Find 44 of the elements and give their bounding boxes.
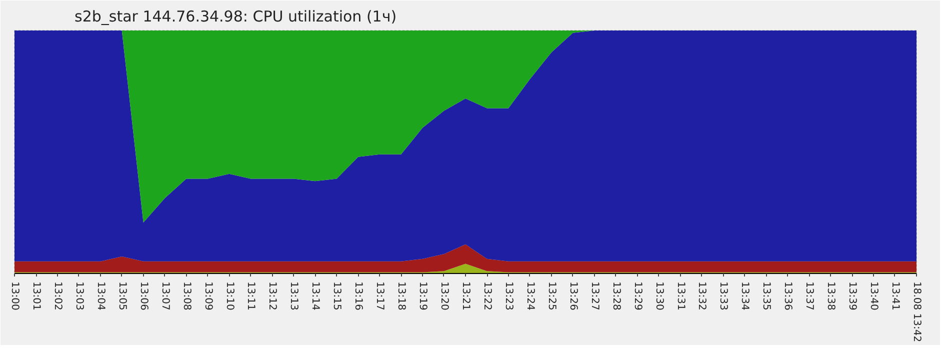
x-tick-label: 13:28 [610, 282, 622, 310]
x-tick-label: 13:07 [159, 282, 170, 310]
x-tick-label: 13:08 [180, 282, 192, 310]
x-tick-label: 13:06 [138, 282, 149, 310]
x-tick-label: 13:15 [331, 282, 342, 310]
x-tick-label: 13:30 [653, 282, 664, 310]
x-tick-label: 13:38 [825, 282, 836, 310]
x-tick-label: 13:32 [696, 282, 708, 310]
x-tick-label: 13:12 [266, 282, 278, 310]
x-tick-label: 13:24 [524, 282, 536, 310]
x-tick-label: 13:00 [9, 282, 20, 310]
x-tick-label: 13:21 [460, 282, 471, 310]
x-tick-label: 13:40 [868, 282, 880, 310]
x-tick-label: 13:20 [438, 282, 450, 310]
x-tick-label: 13:37 [804, 282, 815, 310]
x-tick-label: 13:14 [310, 282, 321, 310]
chart-title: s2b_star 144.76.34.98: CPU utilization (1ч) [74, 8, 397, 26]
x-tick-label: 13:35 [760, 282, 772, 310]
x-tick-label: 13:03 [73, 282, 84, 310]
x-tick-label: 13:22 [482, 282, 493, 310]
x-tick-label: 13:13 [288, 282, 300, 310]
x-tick-label: 13:04 [94, 282, 106, 310]
x-tick-label: 13:19 [417, 282, 428, 310]
x-tick-label: 13:09 [202, 282, 214, 310]
x-tick-label: 13:26 [567, 282, 578, 310]
x-tick-label: 13:11 [245, 282, 256, 310]
x-tick-label: 13:18 [396, 282, 407, 310]
x-tick-label: 13:23 [502, 282, 514, 310]
x-tick-label: 13:27 [588, 282, 600, 310]
x-tick-label: 13:34 [739, 282, 750, 310]
x-tick-label: 13:17 [374, 282, 386, 310]
x-tick-label: 13:33 [718, 282, 729, 310]
x-tick-label: 13:29 [632, 282, 643, 310]
x-tick-label: 13:25 [546, 282, 557, 310]
x-tick-label: 13:02 [52, 282, 63, 310]
x-tick-label: 13:39 [846, 282, 858, 310]
x-tick-label: 18.08 13:42 [911, 282, 922, 342]
x-tick-label: 13:31 [674, 282, 686, 310]
x-tick-label: 13:41 [889, 282, 900, 310]
x-tick-label: 13:36 [782, 282, 794, 310]
x-tick-label: 13:01 [30, 282, 42, 310]
x-tick-label: 13:05 [116, 282, 128, 310]
x-tick-label: 13:16 [352, 282, 364, 310]
x-tick-label: 13:10 [224, 282, 235, 310]
